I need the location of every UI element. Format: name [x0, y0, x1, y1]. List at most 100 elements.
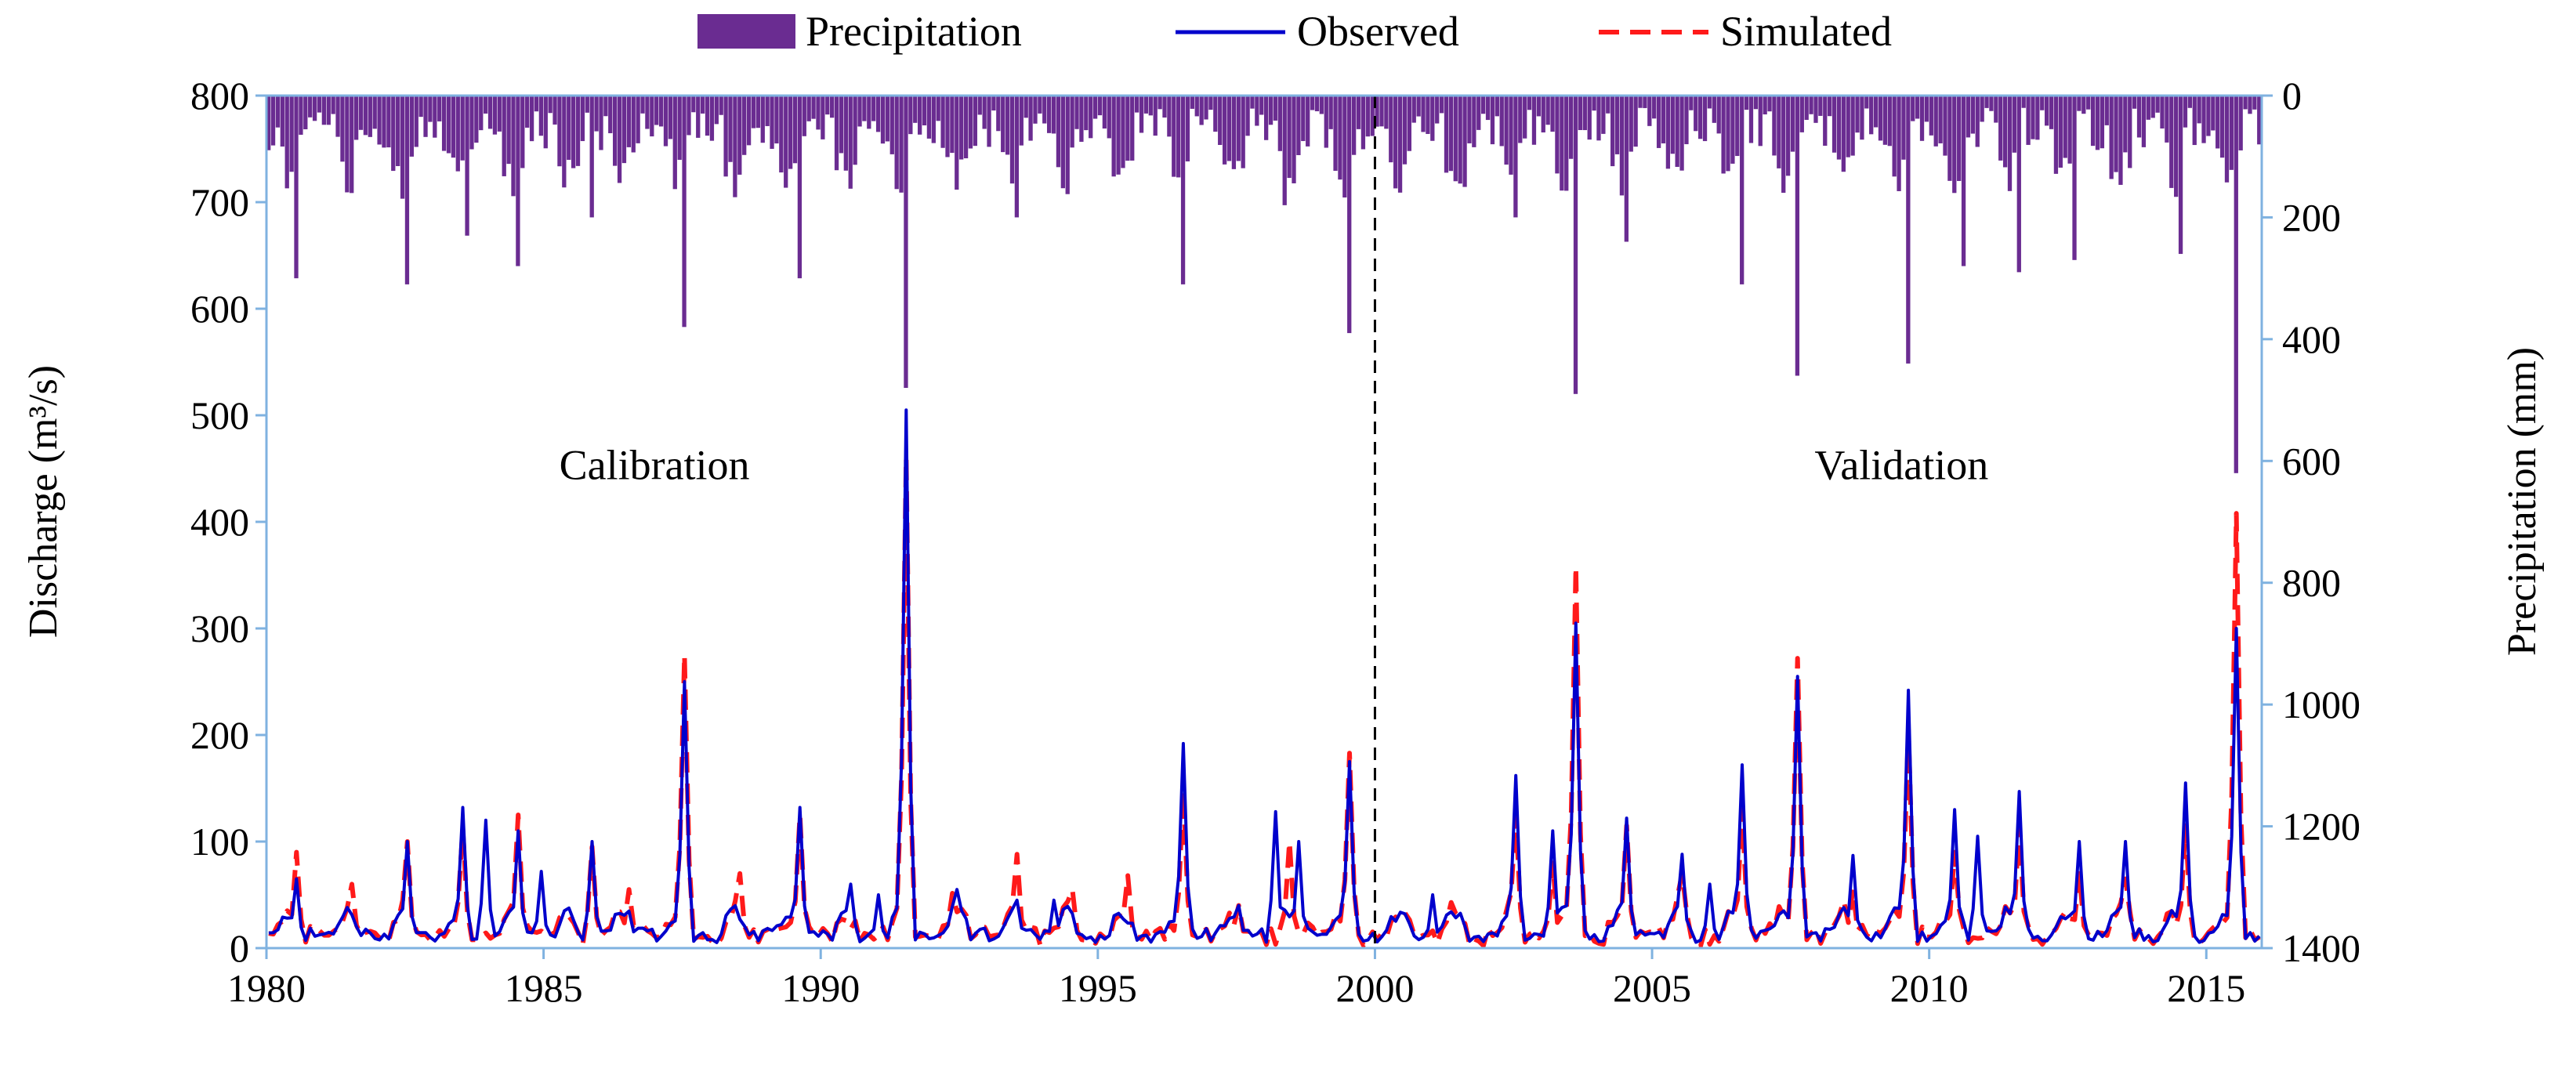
- precipitation-bar: [487, 96, 493, 129]
- precipitation-bar: [1301, 96, 1306, 142]
- precipitation-bar: [1495, 96, 1499, 117]
- precipitation-bar: [1153, 96, 1158, 136]
- precipitation-bar: [469, 96, 474, 150]
- precipitation-bar: [862, 96, 867, 121]
- precipitation-bar: [484, 96, 488, 114]
- precipitation-bar: [1841, 96, 1846, 172]
- precipitation-bar: [1864, 96, 1869, 109]
- legend-simulated-label: Simulated: [1720, 8, 1892, 55]
- precipitation-bar: [1379, 96, 1384, 127]
- precipitation-bar: [1643, 96, 1647, 108]
- precipitation-bar: [2178, 96, 2183, 255]
- precipitation-bar: [1679, 96, 1684, 171]
- precipitation-bar: [1324, 96, 1328, 148]
- precipitation-bar: [848, 96, 853, 189]
- precipitation-bar: [2072, 96, 2077, 260]
- x-axis-ticks: 1980 1985 1990 1995 2000 2005 2010 2015: [227, 948, 2245, 1010]
- precipitation-bar: [1397, 96, 1403, 193]
- precipitation-bar: [2128, 96, 2132, 168]
- precipitation-bar: [1933, 96, 1938, 147]
- precipitation-bar: [1365, 96, 1370, 137]
- precipitation-bar: [1009, 96, 1015, 184]
- precipitation-bar: [677, 96, 682, 160]
- precipitation-bar: [1176, 96, 1181, 178]
- precipitation-bar: [2067, 96, 2072, 164]
- precipitation-bar: [289, 96, 294, 172]
- precipitation-bar: [2248, 96, 2252, 114]
- precipitation-bar: [1250, 96, 1255, 109]
- precipitation-bar: [1092, 96, 1098, 119]
- left-axis-ticks: 0 100 200 300 400 500 600 700 800: [190, 74, 266, 970]
- precipitation-bar: [372, 96, 377, 129]
- precipitation-bar: [1943, 96, 1947, 156]
- precipitation-bar: [889, 96, 894, 154]
- precipitation-bar: [1555, 96, 1560, 174]
- precipitation-bar: [959, 96, 964, 160]
- precipitation-bar: [543, 96, 548, 149]
- precipitation-bar: [2086, 96, 2091, 110]
- precipitation-bar: [714, 96, 719, 125]
- precipitation-bar: [742, 96, 747, 155]
- precipitation-bar: [428, 96, 433, 122]
- precipitation-bar: [474, 96, 479, 143]
- right-tick-label: 1200: [2282, 805, 2360, 849]
- precipitation-bar: [913, 96, 918, 123]
- precipitation-bar: [1619, 96, 1625, 196]
- precipitation-bar: [1564, 96, 1569, 191]
- precipitation-bar: [2206, 96, 2211, 136]
- precipitation-bar: [414, 96, 418, 147]
- precipitation-bar: [2095, 96, 2100, 150]
- precipitation-bar: [1125, 96, 1130, 161]
- precipitation-bar: [1860, 96, 1864, 140]
- precipitation-bar: [645, 96, 650, 129]
- precipitation-bar: [1351, 96, 1357, 155]
- precipitation-bar: [1282, 96, 1287, 205]
- precipitation-bar: [2192, 96, 2197, 146]
- precipitation-bar: [733, 96, 737, 197]
- precipitation-bar: [1481, 96, 1486, 114]
- precipitation-bar: [1721, 96, 1726, 174]
- precipitation-bar: [1268, 96, 1274, 125]
- precipitation-bar: [1259, 96, 1264, 115]
- precipitation-bar: [529, 96, 534, 142]
- right-tick-label: 200: [2282, 195, 2341, 239]
- precipitation-bar: [1199, 96, 1204, 125]
- precipitation-bar: [1998, 96, 2003, 161]
- precipitation-bar: [857, 96, 862, 127]
- precipitation-bar: [1906, 96, 1911, 364]
- precipitation-bar: [1624, 96, 1629, 242]
- precipitation-bar: [2031, 96, 2035, 139]
- precipitation-bar: [626, 96, 631, 147]
- precipitation-bar: [1568, 96, 1574, 159]
- precipitation-bar: [1952, 96, 1957, 194]
- precipitation-bar: [2016, 96, 2021, 273]
- precipitation-bar: [2040, 96, 2045, 110]
- precipitation-bar: [1831, 96, 1837, 153]
- precipitation-bar: [904, 96, 908, 389]
- precipitation-bar: [1116, 96, 1121, 175]
- precipitation-bar: [1809, 96, 1813, 114]
- right-tick-label: 400: [2282, 317, 2341, 361]
- precipitation-bar: [1975, 96, 1980, 147]
- right-tick-label: 0: [2282, 74, 2302, 118]
- left-tick-label: 800: [190, 74, 249, 118]
- left-tick-label: 700: [190, 180, 249, 224]
- precipitation-bar: [2081, 96, 2086, 114]
- precipitation-bar: [917, 96, 922, 135]
- precipitation-bar: [1748, 96, 1754, 143]
- x-tick-label: 2000: [1335, 966, 1414, 1010]
- precipitation-bar: [1661, 96, 1666, 143]
- precipitation-bar: [1102, 96, 1107, 129]
- precipitation-bar: [894, 96, 899, 190]
- precipitation-bar: [908, 96, 913, 135]
- precipitation-bar: [350, 96, 354, 194]
- precipitation-bar: [1813, 96, 1818, 123]
- precipitation-bar: [1319, 96, 1324, 114]
- precipitation-bar: [502, 96, 506, 176]
- precipitation-bar: [765, 96, 770, 126]
- precipitation-bar: [2150, 96, 2155, 118]
- precipitation-bar: [940, 96, 945, 148]
- precipitation-bar: [1518, 96, 1523, 143]
- precipitation-bar: [580, 96, 585, 142]
